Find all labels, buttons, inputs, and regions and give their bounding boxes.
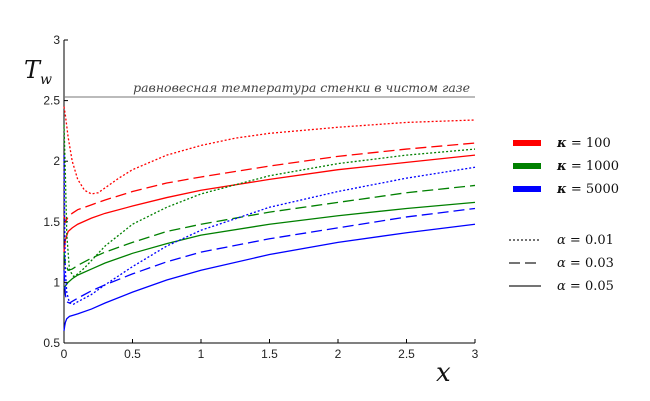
series-line-kappa100-alpha0_01 [63, 106, 476, 195]
series-line-kappa5000-alpha0_01 [63, 155, 476, 305]
legend-alpha: α = 0.01 α = 0.03 α = 0.05 [509, 233, 614, 294]
x-tick-label-4: 2 [335, 347, 342, 361]
series-line-kappa5000-alpha0_05 [63, 223, 476, 331]
y-tick-label-2: 1.5 [43, 215, 60, 229]
reference-line-label: равновесная температура стенки в чистом … [133, 80, 470, 95]
x-tick-label-3: 1.5 [261, 347, 278, 361]
x-tick-label-1: 0.5 [124, 347, 141, 361]
legend-kappa-swatch-1 [513, 163, 541, 169]
series-line-kappa1000-alpha0_03 [63, 184, 476, 272]
series-line-kappa1000-alpha0_05 [63, 201, 476, 289]
x-tick-label-0: 0 [61, 347, 68, 361]
x-tick-label-2: 1 [198, 347, 205, 361]
series-line-kappa100-alpha0_03 [63, 142, 476, 224]
series-line-kappa5000-alpha0_03 [63, 207, 476, 304]
y-tick-label-4: 2.5 [43, 94, 60, 108]
x-tick-group: 0 0.5 1 1.5 2 2.5 3 [61, 339, 479, 361]
y-tick-label-3: 2 [53, 154, 60, 168]
legend-kappa-label-2: κ = 5000 [556, 182, 619, 197]
y-axis-label: Tw [24, 56, 52, 88]
series-line-kappa100-alpha0_05 [63, 154, 476, 253]
y-tick-label-0: 0.5 [43, 336, 60, 350]
series-line-kappa1000-alpha0_01 [63, 124, 476, 278]
x-tick-label-6: 3 [472, 347, 479, 361]
legend-kappa-swatch-2 [513, 186, 541, 192]
x-tick-label-5: 2.5 [398, 347, 415, 361]
legend-alpha-label-2: α = 0.05 [557, 279, 614, 294]
legend-alpha-label-0: α = 0.01 [557, 233, 614, 248]
legend-kappa-label-0: κ = 100 [556, 136, 611, 151]
series-group [63, 106, 476, 331]
y-tick-label-1: 1 [53, 275, 60, 289]
legend-kappa-swatch-0 [513, 140, 541, 146]
legend-alpha-label-1: α = 0.03 [557, 256, 614, 271]
x-axis-label: x [436, 358, 451, 388]
y-tick-label-5: 3 [53, 33, 60, 47]
legend-kappa: κ = 100 κ = 1000 κ = 5000 [513, 136, 619, 197]
legend-kappa-label-1: κ = 1000 [556, 159, 619, 174]
